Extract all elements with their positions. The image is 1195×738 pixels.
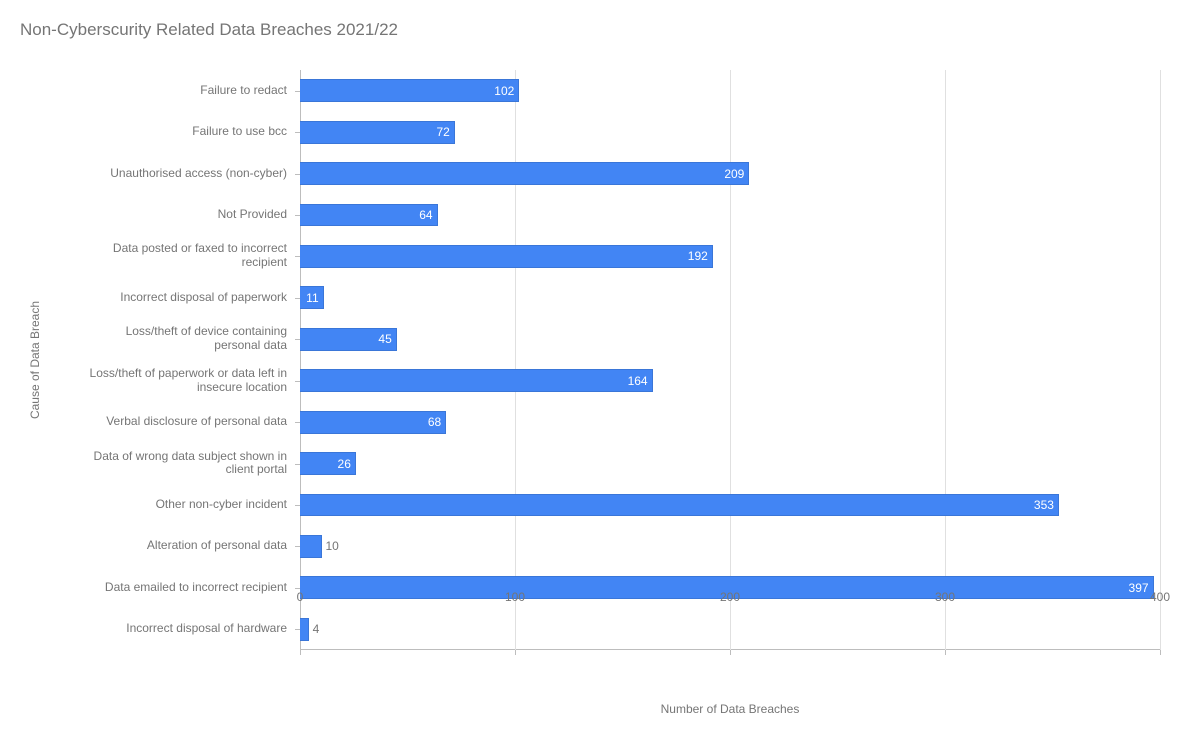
gridline — [515, 70, 516, 650]
y-category-label: Failure to use bcc — [87, 125, 287, 139]
bar-value-label: 4 — [313, 622, 320, 636]
bar: 45 — [300, 328, 397, 351]
bar-value-label: 72 — [436, 125, 449, 139]
y-axis-line — [300, 70, 301, 650]
y-category-label: Data emailed to incorrect recipient — [87, 581, 287, 595]
x-tick-mark — [730, 650, 731, 655]
x-tick-label: 200 — [720, 590, 740, 604]
bar: 102 — [300, 79, 519, 102]
x-tick-mark — [300, 650, 301, 655]
x-tick-mark — [945, 650, 946, 655]
y-category-label: Data of wrong data subject shown in clie… — [87, 450, 287, 478]
bar: 209 — [300, 162, 749, 185]
y-category-label: Loss/theft of device containing personal… — [87, 325, 287, 353]
bar: 72 — [300, 121, 455, 144]
y-category-label: Data posted or faxed to incorrect recipi… — [87, 243, 287, 271]
bar-value-label: 164 — [628, 374, 648, 388]
x-tick-mark — [1160, 650, 1161, 655]
bar: 11 — [300, 286, 324, 309]
y-category-label: Verbal disclosure of personal data — [87, 415, 287, 429]
bar-value-label: 209 — [724, 167, 744, 181]
y-category-label: Incorrect disposal of paperwork — [87, 291, 287, 305]
gridline — [945, 70, 946, 650]
gridline — [730, 70, 731, 650]
y-category-label: Other non-cyber incident — [87, 498, 287, 512]
bar-value-label: 102 — [494, 84, 514, 98]
y-category-label: Alteration of personal data — [87, 540, 287, 554]
bar-value-label: 10 — [326, 539, 339, 553]
x-tick-mark — [515, 650, 516, 655]
bar-value-label: 68 — [428, 415, 441, 429]
bar: 192 — [300, 245, 713, 268]
x-tick-label: 300 — [935, 590, 955, 604]
y-axis-title: Cause of Data Breach — [28, 301, 42, 419]
bar-value-label: 11 — [306, 291, 318, 305]
bar-value-label: 397 — [1129, 581, 1149, 595]
bar: 26 — [300, 452, 356, 475]
x-axis-title: Number of Data Breaches — [300, 702, 1160, 716]
plot-area: 102 72 209 64 192 11 45 164 68 26 353 10 397 4 — [300, 70, 1160, 650]
bar: 353 — [300, 494, 1059, 517]
bar-value-label: 64 — [419, 208, 432, 222]
y-category-label: Failure to redact — [87, 84, 287, 98]
bar — [300, 535, 322, 558]
y-category-label: Incorrect disposal of hardware — [87, 622, 287, 636]
bar — [300, 618, 309, 641]
bar-value-label: 45 — [378, 332, 391, 346]
x-tick-label: 400 — [1150, 590, 1170, 604]
bar-value-label: 26 — [338, 457, 351, 471]
x-tick-label: 0 — [297, 590, 304, 604]
y-category-label: Unauthorised access (non-cyber) — [87, 167, 287, 181]
y-category-label: Loss/theft of paperwork or data left in … — [87, 367, 287, 395]
bar: 64 — [300, 204, 438, 227]
bar: 68 — [300, 411, 446, 434]
chart-title: Non-Cyberscurity Related Data Breaches 2… — [20, 20, 398, 40]
y-category-label: Not Provided — [87, 208, 287, 222]
bar-value-label: 192 — [688, 249, 708, 263]
bar: 164 — [300, 369, 653, 392]
x-tick-label: 100 — [505, 590, 525, 604]
bar-value-label: 353 — [1034, 498, 1054, 512]
gridline — [1160, 70, 1161, 650]
